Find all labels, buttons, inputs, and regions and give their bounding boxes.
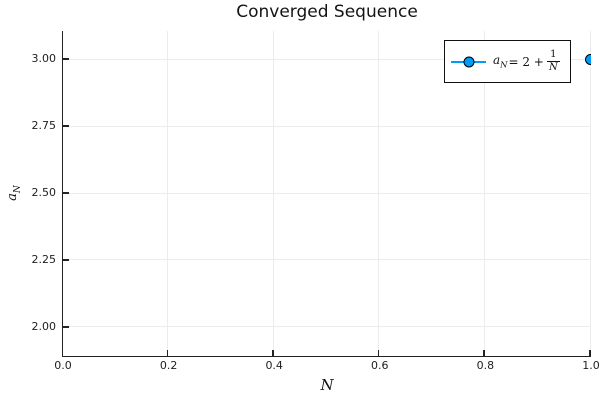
y-tick bbox=[62, 259, 69, 261]
x-tick-label: 0.2 bbox=[159, 359, 178, 372]
x-tick-label: 1.0 bbox=[582, 359, 600, 372]
y-tick-label: 2.50 bbox=[31, 186, 57, 199]
legend-line-sample bbox=[451, 56, 486, 67]
x-tick-label: 0.8 bbox=[476, 359, 495, 372]
legend-marker-circle bbox=[463, 56, 474, 67]
y-gridline bbox=[62, 58, 591, 60]
y-tick-label: 2.75 bbox=[31, 119, 57, 133]
y-gridline bbox=[62, 259, 591, 261]
y-gridline bbox=[62, 125, 591, 127]
y-gridline bbox=[62, 192, 591, 194]
legend-label: aN = 2 + 1 N bbox=[493, 49, 560, 74]
y-gridline bbox=[62, 326, 591, 328]
x-tick bbox=[272, 349, 274, 356]
y-tick-label: 3.00 bbox=[31, 52, 57, 66]
x-tick bbox=[589, 349, 591, 356]
data-point-marker bbox=[585, 53, 591, 65]
y-tick-label: 2.25 bbox=[31, 252, 57, 266]
y-tick-label: 2.00 bbox=[31, 319, 57, 333]
x-tick bbox=[377, 349, 380, 356]
x-tick bbox=[62, 349, 63, 356]
x-axis-label: N bbox=[320, 376, 334, 394]
x-tick-label: 0.0 bbox=[54, 359, 72, 372]
x-tick-label: 0.4 bbox=[265, 359, 283, 372]
y-tick bbox=[62, 125, 69, 127]
x-tick bbox=[166, 349, 169, 356]
legend: aN = 2 + 1 N bbox=[444, 40, 571, 83]
plot-area bbox=[61, 31, 591, 357]
y-tick bbox=[62, 326, 69, 328]
x-gridline bbox=[62, 31, 63, 356]
fraction-bar bbox=[546, 61, 560, 62]
chart-title: Converged Sequence bbox=[236, 2, 418, 22]
legend-fraction: 1 N bbox=[546, 49, 560, 74]
y-tick bbox=[62, 192, 69, 194]
x-tick-label: 0.6 bbox=[371, 359, 389, 372]
y-tick bbox=[62, 58, 69, 60]
x-tick bbox=[483, 349, 485, 356]
